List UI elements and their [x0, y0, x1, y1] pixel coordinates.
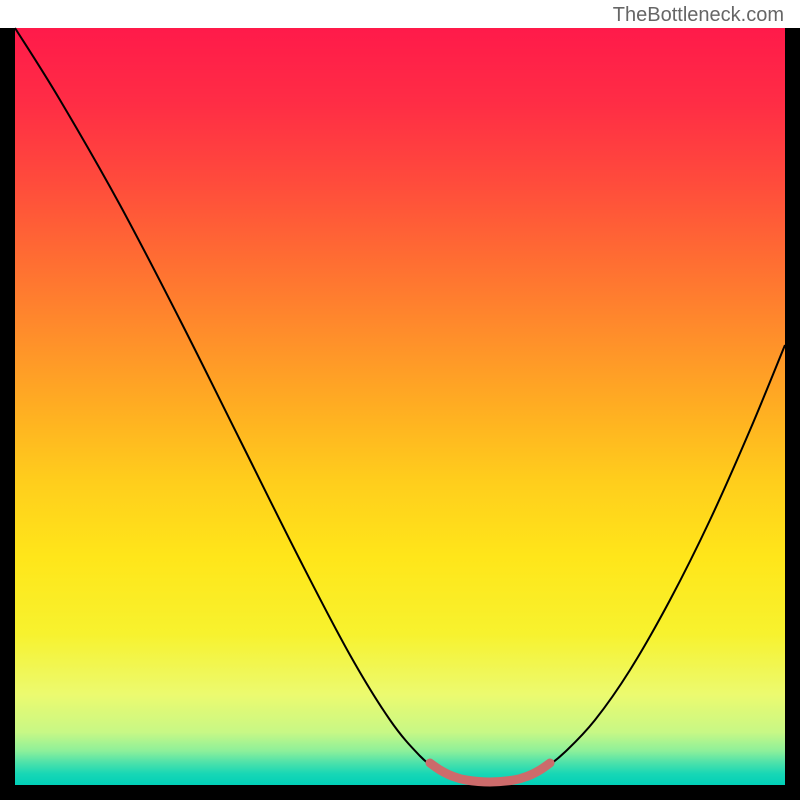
chart-container: TheBottleneck.com [0, 0, 800, 800]
chart-background [15, 28, 785, 785]
bottleneck-curve-chart [0, 0, 800, 800]
watermark-text: TheBottleneck.com [613, 4, 784, 27]
